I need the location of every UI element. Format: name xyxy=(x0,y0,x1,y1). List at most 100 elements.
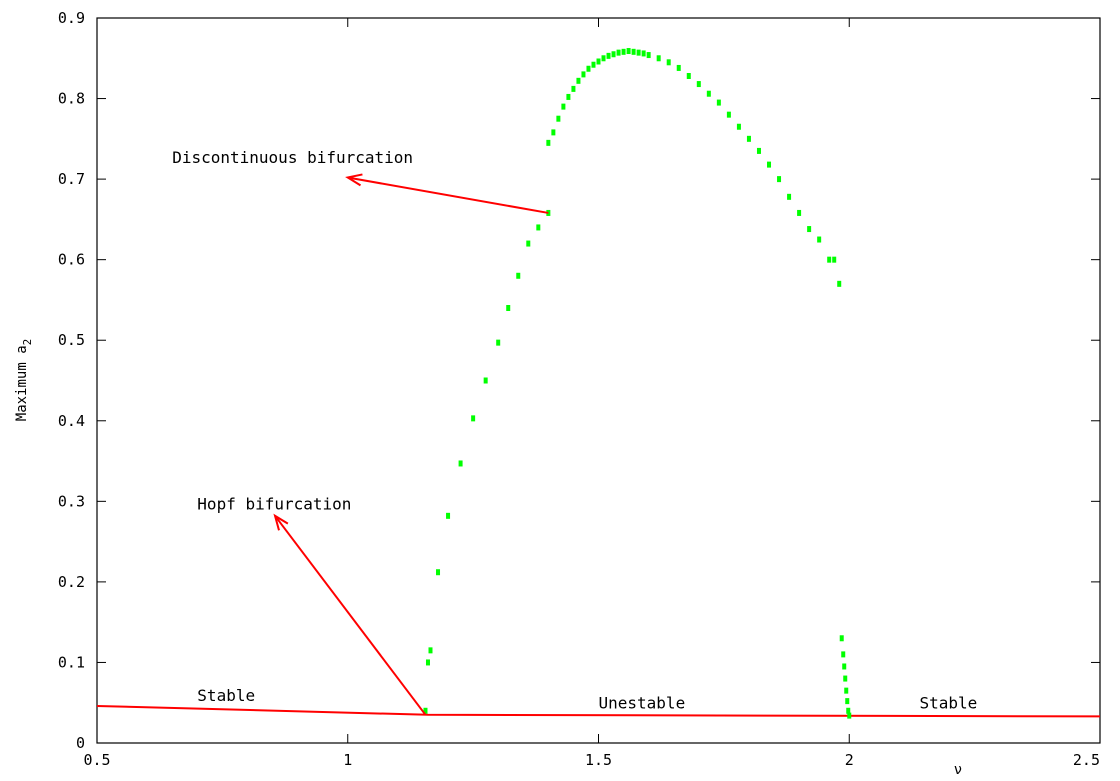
bifurcation-point xyxy=(526,240,531,247)
bifurcation-point xyxy=(606,52,611,59)
bifurcation-point xyxy=(686,73,691,79)
bifurcation-point xyxy=(581,71,586,78)
bifurcation-point xyxy=(756,147,761,154)
bifurcation-point xyxy=(646,52,651,59)
arrows-group xyxy=(273,173,549,716)
annotations-group: Discontinuous bifurcation Hopf bifurcatio… xyxy=(172,148,977,712)
arrow-head xyxy=(345,173,363,187)
annotation-label: Discontinuous bifurcation xyxy=(172,148,413,167)
x-axis-title: ν xyxy=(954,762,962,778)
y-tick-label: 0.5 xyxy=(58,331,85,349)
y-tick-label: 0.4 xyxy=(58,412,85,430)
bifurcation-point xyxy=(666,59,671,66)
bifurcation-point xyxy=(483,377,488,384)
bifurcation-point xyxy=(807,226,812,233)
arrow-shaft xyxy=(274,515,427,716)
y-tick-label: 0.3 xyxy=(58,492,85,510)
y-tick-label: 0.9 xyxy=(58,9,85,27)
bifurcation-point xyxy=(601,55,606,62)
bifurcation-point xyxy=(641,50,646,57)
bifurcation-point xyxy=(832,256,837,263)
stability-line xyxy=(96,704,1101,718)
y-tick-label: 0.1 xyxy=(58,653,85,671)
bifurcation-point xyxy=(787,193,792,200)
annotation-label: Hopf bifurcation xyxy=(197,494,351,513)
bifurcation-point xyxy=(616,49,621,56)
bifurcation-point xyxy=(716,99,721,106)
x-tick-label: 2 xyxy=(845,751,854,769)
bifurcation-point xyxy=(846,707,851,714)
bifurcation-point xyxy=(706,90,711,97)
annotation-label: Stable xyxy=(197,686,255,705)
bifurcation-points-group xyxy=(423,48,852,719)
bifurcation-point xyxy=(656,55,661,62)
bifurcation-point xyxy=(536,224,541,231)
bifurcation-point xyxy=(847,712,852,719)
bifurcation-point xyxy=(591,61,596,68)
stability-line-group xyxy=(96,704,1101,718)
bifurcation-point xyxy=(516,272,521,279)
bifurcation-point xyxy=(841,651,846,658)
bifurcation-point xyxy=(845,698,850,705)
bifurcation-point xyxy=(746,135,751,142)
bifurcation-point xyxy=(631,48,636,55)
annotation-label: Unestable xyxy=(599,693,686,712)
axis-ticks xyxy=(96,17,1101,744)
bifurcation-point xyxy=(428,647,433,654)
y-tick-label: 0 xyxy=(76,734,85,752)
bifurcation-point xyxy=(767,161,772,168)
bifurcation-point xyxy=(843,675,848,682)
x-tick-label: 0.5 xyxy=(83,751,110,769)
plot-frame xyxy=(96,17,1101,744)
bifurcation-point xyxy=(506,305,511,311)
bifurcation-point xyxy=(842,663,847,670)
y-axis-title: Maximum a2 xyxy=(14,339,34,421)
bifurcation-point xyxy=(837,280,842,287)
x-tick-label: 2.5 xyxy=(1073,751,1100,769)
y-tick-label: 0.2 xyxy=(58,573,85,591)
bifurcation-point xyxy=(425,659,430,666)
y-tick-label: 0.8 xyxy=(58,90,85,108)
bifurcation-point xyxy=(423,707,428,714)
bifurcation-point xyxy=(551,129,556,136)
bifurcation-point xyxy=(496,339,501,346)
bifurcation-point xyxy=(626,48,631,55)
bifurcation-point xyxy=(696,81,701,88)
y-tick-labels: 0 0.1 0.2 0.3 0.4 0.5 0.6 0.7 0.8 0.9 xyxy=(58,9,85,752)
bifurcation-point xyxy=(839,635,844,642)
bifurcation-point xyxy=(676,64,681,71)
y-axis-title-main: Maximum a xyxy=(14,345,30,421)
y-tick-label: 0.7 xyxy=(58,170,85,188)
bifurcation-point xyxy=(726,111,731,118)
x-tick-label: 1 xyxy=(343,751,352,769)
bifurcation-point xyxy=(596,58,601,65)
bifurcation-point xyxy=(576,77,581,84)
x-tick-labels: 0.5 1 1.5 2 2.5 xyxy=(83,751,1100,769)
bifurcation-point xyxy=(446,512,451,519)
annotation-label: Stable xyxy=(919,693,977,712)
bifurcation-point xyxy=(817,236,822,243)
y-tick-label: 0.6 xyxy=(58,251,85,269)
bifurcation-point xyxy=(586,65,591,72)
bifurcation-point xyxy=(458,460,463,467)
bifurcation-point xyxy=(566,93,571,100)
arrow-shaft xyxy=(347,176,549,214)
x-tick-label: 1.5 xyxy=(585,751,612,769)
bifurcation-point xyxy=(621,48,626,55)
y-axis-title-subscript: 2 xyxy=(21,339,34,346)
bifurcation-point xyxy=(636,49,641,56)
bifurcation-point xyxy=(556,115,561,122)
bifurcation-point xyxy=(546,139,551,146)
bifurcation-point xyxy=(611,51,616,58)
bifurcation-point xyxy=(844,687,849,694)
arrow-head xyxy=(273,513,289,531)
bifurcation-point xyxy=(571,85,576,92)
bifurcation-point xyxy=(736,123,741,130)
bifurcation-point xyxy=(827,256,832,263)
bifurcation-point xyxy=(797,209,802,216)
bifurcation-point xyxy=(436,569,441,576)
bifurcation-point xyxy=(777,176,782,183)
bifurcation-point xyxy=(561,103,566,110)
bifurcation-point xyxy=(471,415,476,422)
